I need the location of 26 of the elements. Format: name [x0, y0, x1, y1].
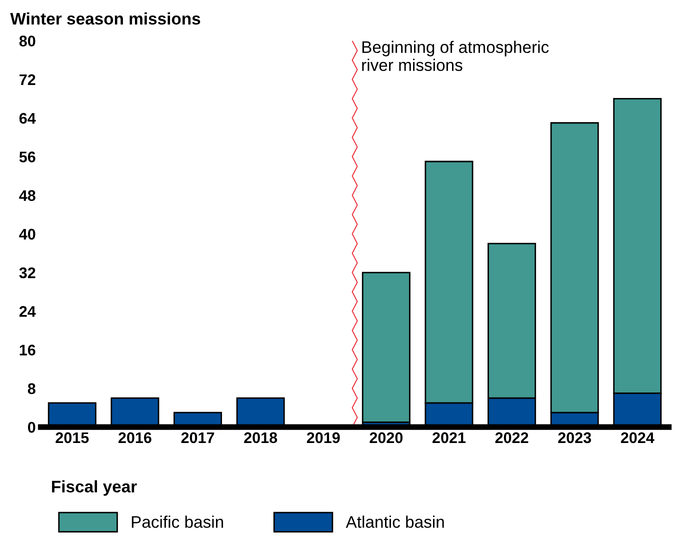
- annotation: Beginning of atmospheric river missions: [362, 40, 549, 71]
- x-tick-label: 2017: [181, 432, 214, 444]
- y-tick-label: 48: [19, 190, 36, 201]
- x-tick-label: 2020: [370, 432, 403, 444]
- x-tick-label: 2023: [558, 432, 592, 444]
- x-tick-label: 2015: [56, 432, 89, 444]
- x-tick-label: 2024: [620, 432, 654, 444]
- y-tick-label: 32: [19, 267, 36, 278]
- x-tick-label: 2018: [244, 432, 278, 444]
- x-tick-label: 2022: [495, 432, 528, 444]
- x-tick-label: 2016: [118, 432, 152, 444]
- legend-label: Atlantic basin: [346, 516, 444, 528]
- y-tick-label: 16: [20, 344, 36, 356]
- y-tick-label: 24: [19, 306, 36, 317]
- y-tick-label: 40: [19, 228, 36, 240]
- x-axis-title: Fiscal year: [52, 480, 137, 496]
- y-tick-label: 80: [19, 36, 36, 46]
- y-tick-label: 56: [19, 152, 36, 162]
- y-tick-label: 72: [20, 74, 36, 85]
- x-tick-label: 2019: [306, 432, 340, 444]
- y-tick-label: 0: [28, 422, 36, 433]
- y-axis-title: Winter season missions: [10, 12, 200, 25]
- y-tick-label: 64: [19, 112, 36, 124]
- legend-label: Pacific basin: [132, 516, 224, 528]
- y-tick-label: 8: [28, 383, 36, 394]
- x-tick-label: 2021: [432, 432, 466, 444]
